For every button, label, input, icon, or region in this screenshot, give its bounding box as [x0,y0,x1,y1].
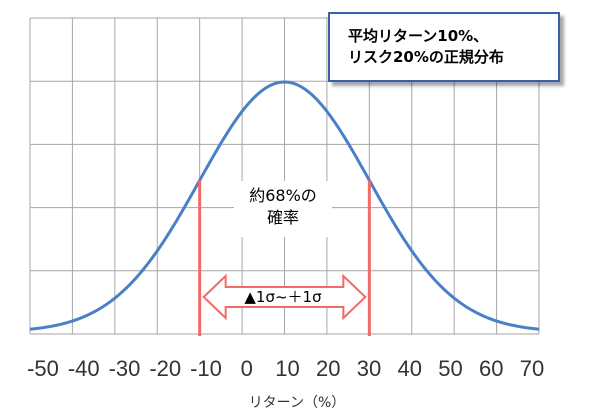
range-arrow-label: ▲1σ~＋1σ [244,288,322,306]
x-tick-label: 40 [397,356,422,381]
normal-curve [29,80,540,331]
probability-label: 約68%の 確率 [234,181,332,237]
x-tick-label: -30 [108,356,141,381]
x-axis-label: リターン（%） [248,395,346,411]
probability-line-2: 確率 [266,208,299,227]
sigma-markers [198,180,371,336]
range-arrow [202,273,367,321]
x-tick-label: 50 [438,356,463,381]
x-tick-label: 0 [240,356,253,381]
x-tick-label: -50 [27,356,59,381]
x-tick-label: 70 [519,356,545,381]
info-line-2: リスク20%の正規分布 [348,48,504,66]
x-tick-label: 20 [316,356,341,381]
x-tick-label: -40 [67,356,100,381]
x-tick-label: -20 [149,356,182,381]
double-arrow-shape [202,273,367,321]
x-tick-label: 10 [275,356,300,381]
probability-line-1: 約68%の [249,186,317,205]
curve-layer [29,80,540,331]
x-tick-label: 30 [356,356,382,381]
x-tick-label: 60 [479,356,504,381]
info-callout: 平均リターン10%、 リスク20%の正規分布 [328,12,560,82]
info-line-1: 平均リターン10%、 [348,27,489,45]
x-tick-label: -10 [190,356,222,381]
